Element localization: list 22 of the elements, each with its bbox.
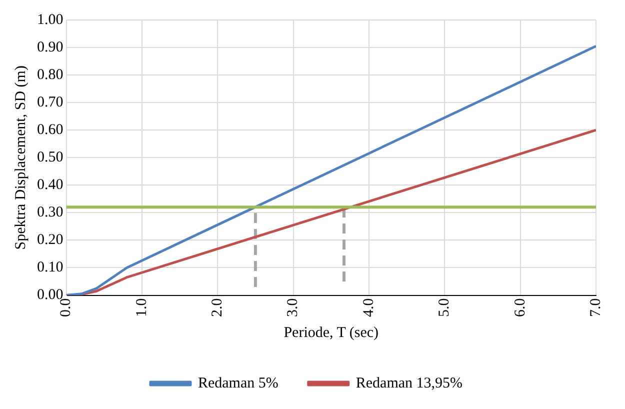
x-tick-label: 4.0 [360, 298, 377, 317]
y-tick-label: 1.00 [37, 12, 64, 28]
x-tick-label: 3.0 [285, 298, 302, 317]
x-tick-label: 0.0 [58, 298, 74, 317]
legend-label: Redaman 5% [198, 375, 278, 392]
x-tick-label: 1.0 [134, 298, 150, 317]
y-tick-label: 0.40 [37, 177, 64, 194]
y-tick-label: 0.30 [37, 204, 64, 221]
legend-label: Redaman 13,95% [356, 375, 463, 392]
y-tick-label: 0.60 [37, 122, 64, 138]
x-axis-title: Periode, T (sec) [284, 324, 379, 341]
y-tick-label: 0.70 [37, 94, 64, 111]
y-tick-label: 0.90 [37, 39, 64, 56]
x-tick-label: 6.0 [512, 298, 528, 317]
x-tick-label: 5.0 [436, 298, 453, 317]
y-tick-label: 0.80 [37, 66, 64, 83]
x-tick-label: 7.0 [588, 298, 604, 317]
y-tick-label: 0.50 [37, 150, 64, 166]
y-tick-label: 0.20 [37, 232, 64, 248]
y-axis-title: Spektra Displacement, SD (m) [12, 66, 29, 250]
x-tick-label: 2.0 [210, 298, 226, 317]
y-tick-label: 0.10 [37, 260, 64, 276]
